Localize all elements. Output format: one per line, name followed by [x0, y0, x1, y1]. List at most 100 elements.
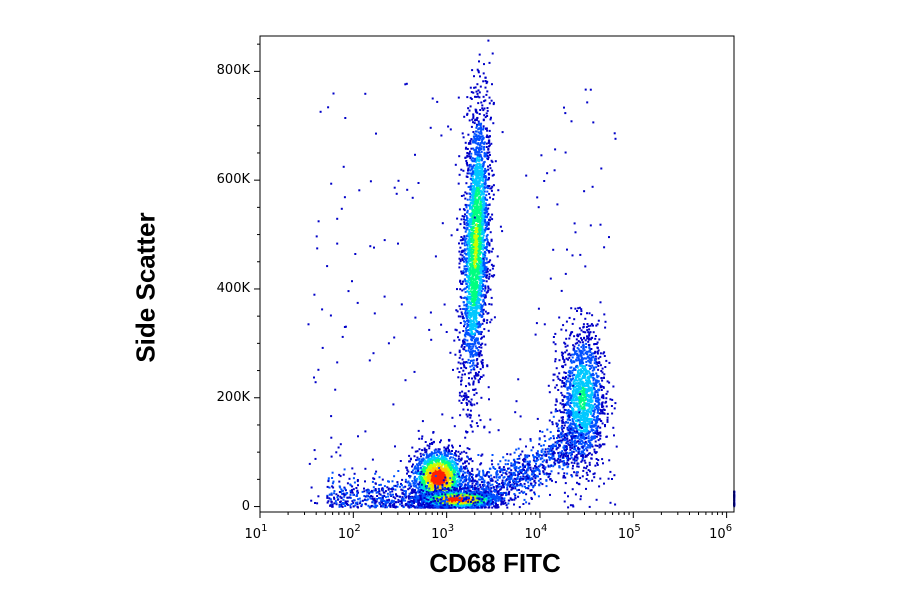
event-dot [481, 359, 484, 361]
event-dot [467, 133, 470, 136]
event-dot [443, 491, 446, 494]
event-dot [441, 488, 444, 491]
event-dot [472, 236, 474, 239]
event-dot [460, 376, 463, 379]
event-dot [454, 471, 457, 474]
event-dot [485, 194, 488, 197]
event-dot [485, 271, 488, 274]
event-dot [476, 83, 479, 86]
event-dot [481, 167, 484, 170]
event-dot [475, 183, 478, 186]
event-dot [467, 320, 470, 323]
event-dot [475, 256, 478, 259]
event-dot [484, 86, 487, 89]
event-dot [418, 437, 421, 440]
event-dot [490, 187, 493, 190]
event-dot [470, 174, 473, 177]
event-dot [461, 254, 464, 257]
event-dot [460, 457, 463, 460]
event-dot [456, 229, 459, 231]
event-dot [442, 455, 445, 458]
event-dot [486, 109, 489, 112]
event-dot [455, 484, 457, 487]
event-dot [475, 325, 478, 327]
event-dot [477, 174, 480, 176]
event-dot [430, 467, 432, 470]
event-dot [475, 182, 477, 185]
event-dot [487, 277, 490, 280]
event-dot [465, 160, 468, 162]
event-dot [482, 72, 485, 75]
event-dot [465, 329, 468, 332]
event-dot [408, 475, 410, 477]
event-dot [474, 271, 477, 274]
event-dot [425, 453, 428, 456]
event-dot [475, 109, 478, 112]
event-dot [427, 474, 430, 477]
event-dot [459, 470, 462, 472]
event-dot [475, 262, 478, 265]
event-dot [470, 155, 473, 158]
event-dot [462, 470, 465, 473]
event-dot [474, 220, 477, 222]
event-dot [461, 239, 464, 242]
event-dot [479, 330, 482, 333]
event-dot [452, 485, 455, 487]
event-dot [477, 198, 480, 201]
event-dot [475, 95, 478, 98]
event-dot [412, 491, 415, 494]
event-dot [469, 321, 472, 324]
event-dot [437, 448, 440, 451]
event-dot [474, 377, 477, 380]
event-dot [472, 311, 475, 314]
event-dot [475, 422, 478, 425]
event-dot [488, 145, 490, 148]
event-dot [468, 351, 471, 354]
event-dot [482, 127, 485, 130]
event-dot [473, 332, 476, 335]
event-dot [484, 265, 487, 268]
event-dot [466, 227, 469, 230]
event-dot [481, 280, 484, 283]
event-dot [478, 188, 480, 191]
event-dot [485, 235, 488, 238]
event-dot [482, 234, 485, 237]
event-dot [470, 147, 473, 150]
event-dot [470, 218, 473, 221]
event-dot [469, 311, 471, 314]
event-dot [480, 131, 483, 134]
event-dot [458, 338, 461, 341]
event-dot [471, 261, 474, 264]
event-dot [458, 262, 461, 265]
event-dot [431, 481, 434, 484]
event-dot [476, 207, 479, 210]
event-dot [479, 278, 482, 281]
event-dot [487, 213, 490, 215]
event-dot [475, 249, 477, 252]
event-dot [465, 222, 468, 224]
event-dot [481, 157, 484, 160]
event-dot [478, 342, 481, 345]
event-dot [467, 265, 470, 268]
event-dot [479, 163, 482, 166]
event-dot [427, 462, 430, 465]
event-dot [463, 325, 465, 328]
event-dot [465, 283, 468, 286]
event-dot [488, 203, 491, 206]
event-dot [410, 471, 413, 474]
event-dot [475, 309, 478, 312]
event-dot [462, 398, 465, 401]
event-dot [450, 482, 453, 485]
event-dot [470, 219, 473, 222]
event-dot [479, 219, 482, 222]
event-dot [470, 314, 473, 317]
event-dot [506, 506, 509, 509]
event-dot [467, 167, 470, 170]
event-dot [476, 331, 479, 333]
event-dot [467, 249, 470, 251]
event-dot [483, 256, 486, 259]
event-dot [466, 415, 469, 418]
event-dot [475, 149, 478, 152]
event-dot [483, 173, 485, 176]
event-dot [433, 480, 436, 483]
